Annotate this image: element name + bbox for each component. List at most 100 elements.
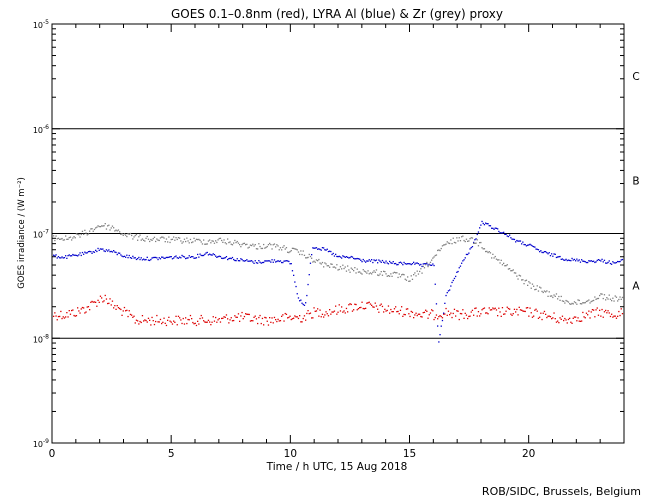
series-0-point: [494, 307, 496, 309]
series-0-point: [560, 318, 562, 320]
series-1-point: [151, 257, 153, 259]
series-0-point: [242, 318, 244, 320]
series-2-point: [420, 268, 422, 270]
series-1-point: [495, 227, 498, 229]
series-2-point: [590, 300, 592, 303]
series-1-point: [489, 225, 492, 227]
series-1-point: [468, 252, 470, 254]
series-2-point: [465, 238, 468, 240]
series-0-point: [309, 312, 312, 314]
series-0-point: [557, 320, 559, 322]
series-1-point: [491, 227, 493, 229]
series-2-point: [404, 278, 406, 280]
series-2-point: [205, 243, 207, 245]
series-0-point: [65, 316, 67, 318]
series-0-point: [361, 301, 363, 303]
series-2-point: [380, 271, 382, 273]
series-0-point: [584, 317, 586, 319]
series-1-point: [497, 228, 499, 230]
series-2-point: [596, 297, 598, 300]
series-2-point: [367, 270, 369, 272]
series-2-point: [571, 302, 573, 305]
series-1-point: [185, 257, 187, 260]
series-1-point: [569, 259, 571, 262]
series-1-point: [571, 257, 573, 260]
series-1-point: [407, 263, 409, 265]
series-2-point: [528, 281, 530, 283]
series-2-point: [255, 248, 258, 250]
series-0-point: [80, 308, 82, 310]
series-0-point: [563, 319, 565, 322]
series-0-point: [117, 307, 120, 309]
series-0-point: [393, 308, 396, 310]
series-1-point: [518, 240, 520, 242]
series-2-point: [513, 272, 516, 274]
series-1-point: [553, 253, 555, 255]
series-0-point: [240, 315, 242, 317]
series-1-point: [324, 249, 326, 251]
series-0-point: [471, 309, 474, 311]
series-0-point: [439, 315, 441, 317]
series-0-point: [498, 307, 500, 309]
series-0-point: [372, 306, 374, 308]
series-0-point: [561, 315, 564, 317]
series-0-point: [516, 308, 518, 311]
series-0-point: [227, 318, 229, 320]
series-1-point: [110, 250, 112, 253]
series-2-point: [266, 245, 268, 248]
series-1-point: [69, 255, 72, 257]
series-1-point: [215, 255, 217, 257]
series-0-point: [305, 319, 307, 321]
series-0-point: [143, 320, 145, 322]
series-1-point: [387, 263, 390, 265]
series-0-point: [312, 317, 314, 319]
series-2-point: [432, 257, 434, 259]
series-2-point: [249, 244, 252, 246]
series-0-point: [479, 315, 481, 317]
series-1-point: [62, 257, 64, 259]
series-0-point: [570, 321, 572, 323]
series-2-point: [213, 242, 216, 244]
series-2-point: [195, 238, 198, 240]
series-1-point: [433, 264, 435, 267]
series-0-point: [115, 308, 117, 310]
series-0-point: [446, 314, 448, 316]
series-2-point: [498, 259, 500, 261]
series-0-point: [543, 310, 546, 313]
series-0-point: [438, 316, 440, 318]
series-1-point: [140, 257, 142, 259]
series-0-point: [255, 318, 258, 320]
series-1-point: [79, 252, 81, 254]
series-1-point: [581, 259, 583, 261]
series-0-point: [267, 324, 270, 326]
series-0-point: [431, 309, 433, 311]
series-1-point: [271, 259, 273, 261]
series-1-point: [528, 244, 530, 246]
series-1-point: [201, 254, 204, 257]
series-0-point: [318, 315, 320, 317]
series-2-point: [608, 294, 610, 296]
series-1-point: [65, 255, 67, 257]
series-2-point: [318, 258, 320, 261]
series-1-point: [131, 257, 133, 259]
series-1-point: [306, 294, 308, 297]
series-1-point: [621, 258, 624, 261]
series-2-point: [145, 237, 147, 239]
series-1-point: [56, 257, 58, 259]
series-2-point: [254, 244, 256, 246]
series-1-point: [564, 259, 566, 261]
series-2-point: [283, 245, 285, 247]
series-1-point: [584, 261, 586, 263]
series-1-point: [212, 253, 214, 255]
series-1-point: [513, 238, 516, 241]
series-0-point: [390, 308, 392, 311]
series-1-point: [421, 265, 423, 268]
series-1-point: [297, 297, 300, 299]
series-1-point: [198, 256, 200, 258]
series-2-point: [429, 261, 432, 263]
series-0-point: [95, 301, 97, 303]
series-0-point: [188, 319, 190, 321]
series-2-point: [475, 242, 477, 244]
series-1-point: [75, 254, 78, 257]
series-2-point: [177, 237, 180, 239]
